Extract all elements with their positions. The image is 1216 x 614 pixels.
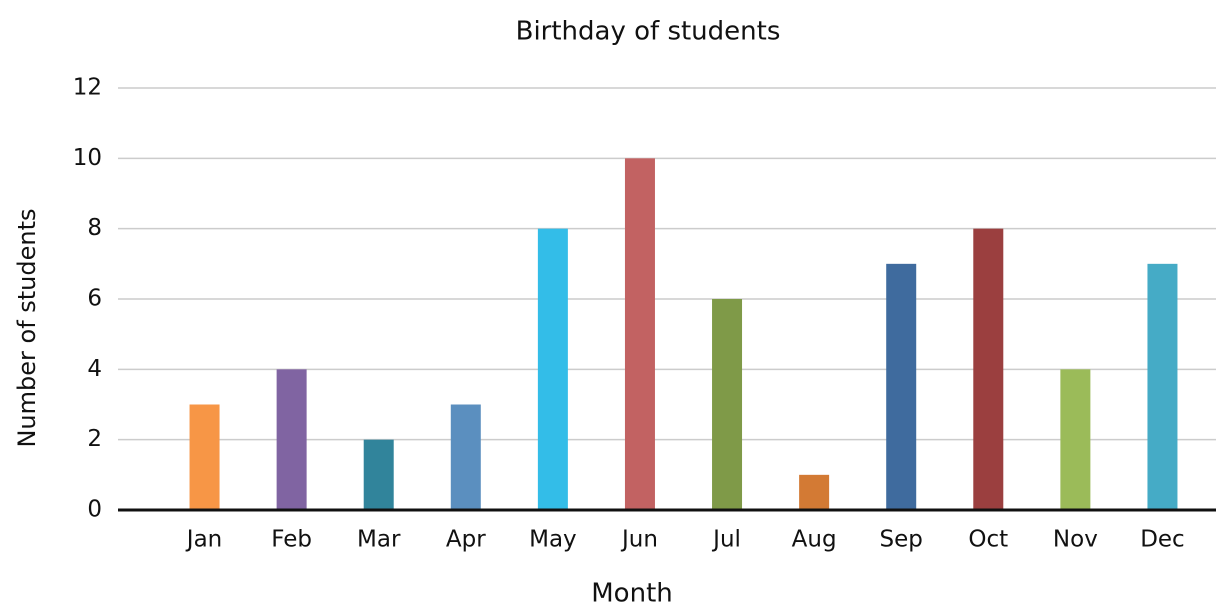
x-tick-label: Nov: [1053, 527, 1098, 553]
bar: [189, 404, 220, 510]
x-tick-label: Jul: [711, 527, 741, 553]
y-tick-label: 0: [87, 497, 102, 523]
x-tick-label: Jun: [620, 527, 658, 553]
bar: [1060, 369, 1091, 510]
y-tick-label: 10: [73, 145, 102, 171]
bar: [624, 158, 655, 511]
x-axis-label: Month: [591, 579, 673, 609]
bar: [886, 263, 917, 510]
y-tick-label: 2: [87, 426, 102, 452]
x-tick-label: Apr: [446, 527, 486, 553]
chart-title: Birthday of students: [516, 17, 781, 47]
x-tick-label: Feb: [271, 527, 312, 553]
bar: [712, 299, 743, 510]
bar: [363, 439, 394, 510]
x-tick-label: Dec: [1140, 527, 1185, 553]
y-tick-label: 4: [87, 356, 102, 382]
bar: [450, 404, 481, 510]
x-tick-label: Jan: [185, 527, 222, 553]
y-tick-label: 6: [87, 286, 102, 312]
bar: [276, 369, 307, 510]
x-tick-label: Aug: [792, 527, 837, 553]
x-tick-label: Sep: [880, 527, 923, 553]
y-tick-label: 8: [87, 215, 102, 241]
y-tick-label: 12: [73, 75, 102, 101]
bar: [1147, 263, 1178, 510]
y-axis-label: Number of students: [13, 208, 41, 447]
x-tick-label: Oct: [968, 527, 1008, 553]
bar: [537, 228, 568, 510]
x-tick-label: May: [529, 527, 577, 553]
bar: [973, 228, 1004, 510]
x-tick-label: Mar: [357, 527, 401, 553]
bar: [799, 474, 830, 510]
